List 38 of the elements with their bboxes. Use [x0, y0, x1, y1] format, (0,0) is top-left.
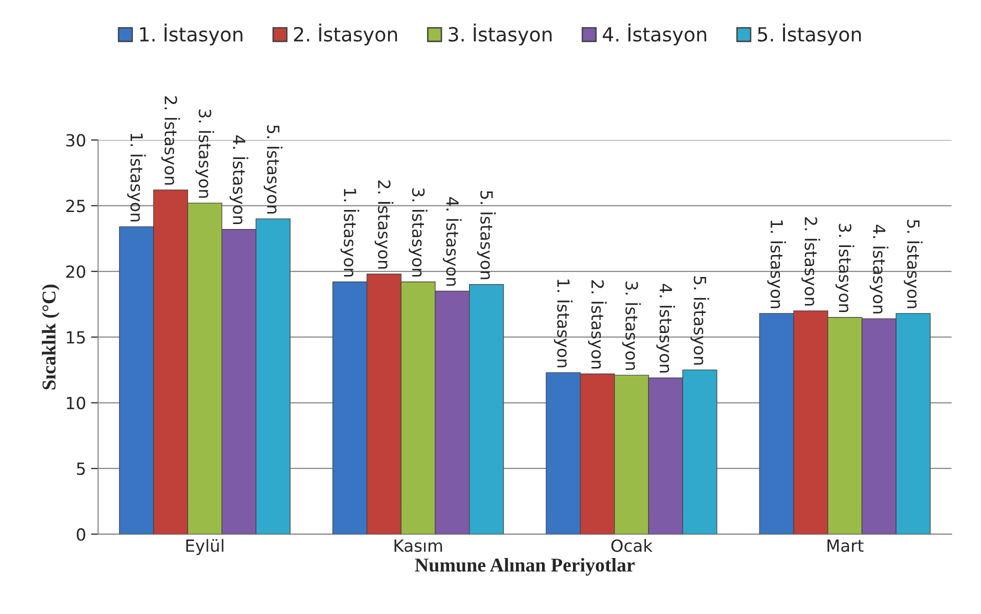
y-tick-label: 25 — [66, 200, 85, 212]
annotation: 3. İstasyon — [622, 282, 641, 370]
annotation: 1. İstasyon — [127, 134, 146, 222]
annotation: 1. İstasyon — [340, 188, 360, 277]
annotation: 5. İstasyon — [904, 220, 922, 308]
annotation: 4. İstasyon — [442, 197, 462, 286]
annotation: 1. İstasyon — [767, 220, 786, 308]
legend-label: 1. İstasyon — [140, 24, 242, 46]
annotation: 5. İstasyon — [690, 276, 710, 365]
annotation: 1. İstasyon — [554, 280, 573, 368]
annotation: 3. İstasyon — [408, 188, 428, 277]
y-tick-label: 5 — [76, 462, 85, 476]
x-tick-label: Eylül — [186, 539, 224, 556]
legend-label: 3. İstasyon — [448, 24, 552, 46]
annotation: 4. İstasyon — [870, 224, 888, 314]
x-tick-label: Kasım — [394, 540, 442, 552]
y-tick-label: 15 — [66, 331, 85, 344]
legend-label: 4. İstasyon — [602, 24, 706, 46]
y-axis-title: Sıcaklık (°C) — [42, 284, 60, 390]
legend-label: 2. İstasyon — [294, 24, 397, 46]
x-tick-label: Mart — [828, 540, 864, 552]
annotation: 3. İstasyon — [836, 224, 854, 312]
annotation: 2. İstasyon — [161, 96, 180, 185]
annotation: 5. İstasyon — [264, 125, 282, 214]
annotation: 2. İstasyon — [801, 217, 820, 306]
x-axis-title: Numune Alınan Periyotlar — [415, 558, 635, 576]
annotation: 2. İstasyon — [374, 180, 394, 269]
annotation: 3. İstasyon — [195, 110, 214, 198]
annotation: 5. İstasyon — [477, 191, 496, 280]
y-tick-label: 0 — [76, 528, 86, 541]
y-tick-label: 30 — [66, 134, 86, 147]
annotation: 4. İstasyon — [656, 284, 675, 372]
y-tick-label: 20 — [66, 265, 86, 278]
x-tick-label: Ocak — [611, 539, 653, 552]
legend-label: 5. İstasyon — [758, 24, 861, 46]
y-tick-label: 10 — [66, 396, 86, 410]
annotation: 2. İstasyon — [588, 280, 607, 369]
annotation: 4. İstasyon — [230, 135, 248, 224]
